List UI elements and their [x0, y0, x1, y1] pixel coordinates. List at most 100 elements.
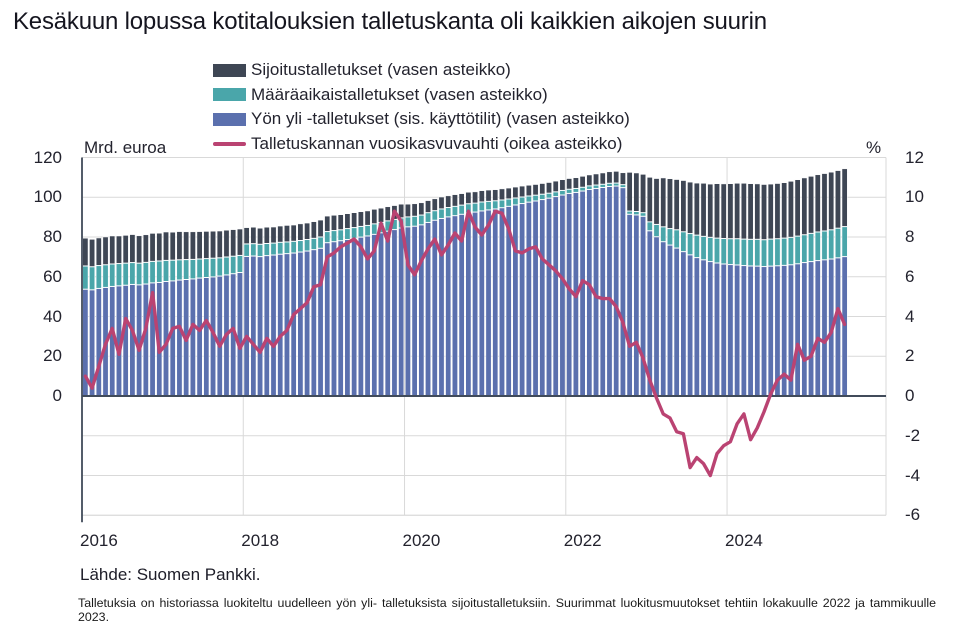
bar-segment: [781, 182, 788, 239]
bar-segment: [277, 254, 284, 396]
bar-segment: [660, 177, 667, 227]
bar-segment: [156, 261, 163, 283]
bar-segment: [324, 215, 331, 232]
bar-segment: [593, 173, 599, 186]
x-axis-tick: 2022: [563, 531, 602, 550]
legend-item-label: Määräaikaistalletukset (vasen asteikko): [251, 84, 548, 104]
bar-segment: [626, 211, 633, 215]
bar-segment: [136, 235, 143, 264]
bar-segment: [290, 241, 297, 254]
bar-segment: [572, 177, 579, 189]
bar-segment: [794, 179, 801, 237]
bar-segment: [351, 227, 358, 239]
bar-segment: [828, 229, 835, 260]
right-axis-tick: 10: [905, 187, 924, 207]
footnote-text: Talletuksia on historiassa luokiteltu uu…: [78, 596, 936, 624]
bar-segment: [142, 234, 149, 263]
bar-segment: [216, 257, 223, 277]
bar-segment: [250, 243, 257, 257]
bar-segment: [243, 256, 250, 396]
bar-segment: [337, 240, 344, 396]
legend-line-swatch: [213, 141, 246, 146]
bar-segment: [102, 236, 109, 265]
bar-segment: [821, 259, 828, 396]
bar-segment: [250, 256, 257, 396]
bar-segment: [89, 239, 95, 267]
bar-segment: [418, 224, 425, 396]
bar-segment: [646, 177, 653, 222]
bar-segment: [727, 264, 734, 396]
legend-bar-swatch: [213, 112, 246, 126]
bar-segment: [398, 203, 405, 218]
bar-segment: [761, 266, 767, 396]
bar-segment: [203, 277, 210, 396]
bar-segment: [478, 190, 485, 202]
bar-segment: [364, 225, 371, 236]
bar-segment: [95, 288, 102, 396]
left-axis-tick: 0: [52, 386, 62, 405]
bar-segment: [546, 182, 552, 194]
chart-legend: Sijoitustalletukset (vasen asteikko) Määr…: [213, 58, 630, 156]
bar-segment: [673, 179, 680, 230]
bar-segment: [290, 253, 297, 396]
bar-segment: [774, 238, 781, 266]
bar-segment: [438, 208, 445, 219]
x-axis-tick: 2024: [725, 531, 763, 550]
bar-segment: [136, 263, 143, 285]
bar-segment: [304, 222, 311, 240]
bar-segment: [472, 212, 478, 396]
left-axis-tick: 40: [43, 306, 62, 326]
bar-segment: [546, 193, 552, 199]
bar-segment: [586, 185, 593, 190]
bar-segment: [767, 183, 774, 240]
bar-segment: [667, 245, 673, 396]
bar-segment: [761, 239, 767, 267]
legend-item-label: Sijoitustalletukset (vasen asteikko): [251, 60, 511, 80]
bar-segment: [525, 202, 532, 396]
bar-segment: [519, 197, 526, 204]
bar-segment: [270, 255, 277, 396]
bar-segment: [747, 183, 754, 240]
bar-segment: [599, 172, 606, 185]
x-axis-tick: 2020: [402, 531, 441, 550]
bar-segment: [499, 207, 505, 396]
bar-segment: [431, 210, 438, 221]
bar-segment: [277, 242, 284, 255]
bar-segment: [176, 280, 183, 396]
left-axis-tick: 60: [43, 266, 62, 286]
bar-segment: [405, 216, 411, 227]
bar-segment: [586, 189, 593, 396]
bar-segment: [176, 231, 183, 260]
bar-segment: [230, 256, 237, 274]
bar-segment: [156, 232, 163, 261]
bar-segment: [384, 231, 391, 396]
bar-segment: [304, 251, 311, 396]
bar-segment: [788, 181, 794, 238]
bar-segment: [284, 225, 290, 242]
bar-segment: [525, 196, 532, 203]
bar-segment: [169, 280, 176, 396]
bar-segment: [566, 178, 573, 190]
bar-segment: [660, 241, 667, 396]
bar-segment: [740, 265, 747, 396]
left-axis-unit: Mrd. euroa: [84, 138, 167, 157]
bar-segment: [122, 235, 129, 264]
bar-segment: [613, 183, 620, 187]
bar-segment: [646, 221, 653, 231]
bar-segment: [633, 211, 640, 215]
bar-segment: [667, 228, 673, 246]
x-axis-tick: 2016: [80, 531, 118, 550]
bar-segment: [512, 197, 519, 205]
bar-segment: [243, 243, 250, 257]
left-axis-tick: 80: [43, 227, 62, 246]
bar-segment: [89, 266, 95, 290]
bar-segment: [740, 183, 747, 240]
bar-segment: [700, 183, 707, 237]
bar-segment: [304, 239, 311, 252]
bar-segment: [512, 204, 519, 396]
bar-segment: [478, 201, 485, 211]
bar-segment: [122, 285, 129, 396]
bar-segment: [317, 236, 324, 249]
bar-segment: [727, 238, 734, 265]
